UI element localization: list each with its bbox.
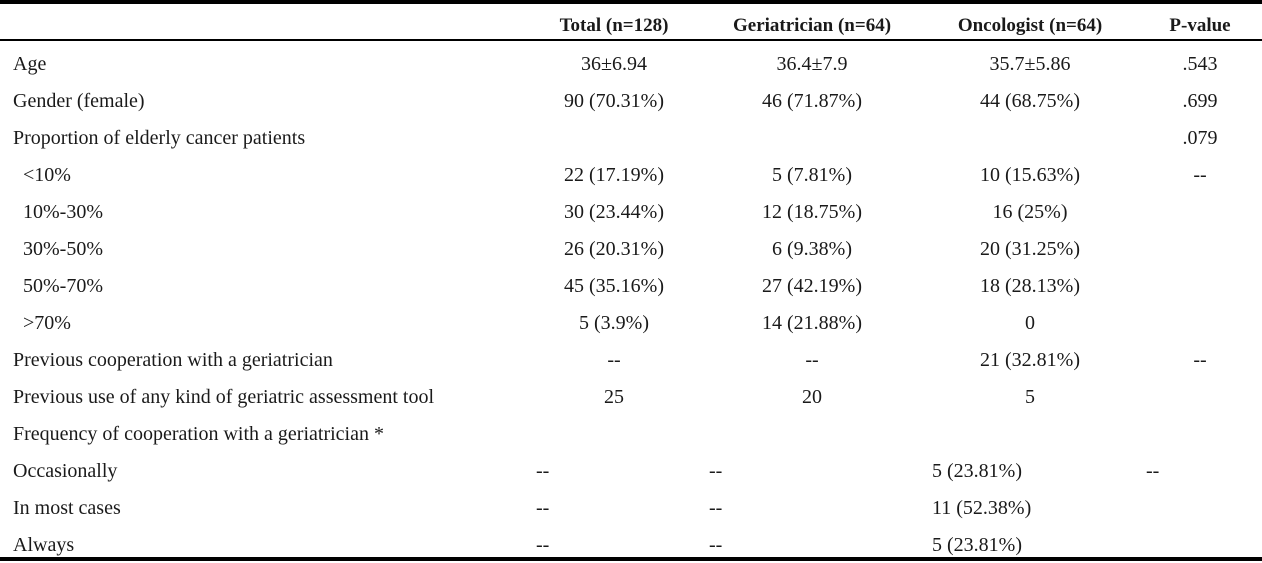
row-label: In most cases <box>13 497 121 519</box>
cell-p: .543 <box>1182 53 1218 75</box>
cell-onco: 20 (31.25%) <box>980 238 1080 260</box>
cell-p: .079 <box>1182 127 1218 149</box>
cell-total: -- <box>536 534 550 556</box>
cell-geri: 5 (7.81%) <box>772 164 852 186</box>
cell-total: 22 (17.19%) <box>564 164 664 186</box>
cell-geri: 46 (71.87%) <box>762 90 862 112</box>
row-label: Always <box>13 534 75 556</box>
cell-onco: 0 <box>1025 312 1035 334</box>
row-label: Gender (female) <box>13 90 145 112</box>
table-top-rule <box>0 0 1262 4</box>
row-label: Age <box>13 53 47 75</box>
cell-onco: 18 (28.13%) <box>980 275 1080 297</box>
cell-total: 5 (3.9%) <box>579 312 649 334</box>
header-rule <box>0 39 1262 41</box>
header-total: Total (n=128) <box>559 15 669 36</box>
cell-geri: 12 (18.75%) <box>762 201 862 223</box>
row-label: Previous use of any kind of geriatric as… <box>13 386 435 408</box>
cell-geri: -- <box>709 534 723 556</box>
cell-onco: 5 <box>1025 386 1035 408</box>
cell-total: -- <box>607 349 621 371</box>
row-label: 30%-50% <box>23 238 103 260</box>
cell-total: 30 (23.44%) <box>564 201 664 223</box>
cell-total: 26 (20.31%) <box>564 238 664 260</box>
cell-total: -- <box>536 460 550 482</box>
cell-geri: 20 <box>802 386 822 408</box>
header-geriatrician: Geriatrician (n=64) <box>732 15 892 36</box>
row-label: Occasionally <box>13 460 118 482</box>
cell-geri: -- <box>805 349 819 371</box>
cell-onco: 5 (23.81%) <box>932 460 1022 482</box>
cell-geri: 36.4±7.9 <box>776 53 848 75</box>
cell-p: .699 <box>1182 90 1218 112</box>
cell-onco: 35.7±5.86 <box>989 53 1071 75</box>
header-pvalue: P-value <box>1169 15 1231 36</box>
row-label: Proportion of elderly cancer patients <box>13 127 306 149</box>
cell-geri: 6 (9.38%) <box>772 238 852 260</box>
cell-p: -- <box>1193 164 1207 186</box>
cell-p: -- <box>1146 460 1160 482</box>
row-label: 50%-70% <box>23 275 103 297</box>
cell-total: -- <box>536 497 550 519</box>
row-label: Previous cooperation with a geriatrician <box>13 349 333 371</box>
cell-total: 90 (70.31%) <box>564 90 664 112</box>
cell-p: -- <box>1193 349 1207 371</box>
cell-geri: -- <box>709 460 723 482</box>
row-label: Frequency of cooperation with a geriatri… <box>13 423 384 445</box>
cell-onco: 5 (23.81%) <box>932 534 1022 556</box>
cell-geri: -- <box>709 497 723 519</box>
row-label: 10%-30% <box>23 201 103 223</box>
table-bottom-rule <box>0 557 1262 561</box>
cell-onco: 10 (15.63%) <box>980 164 1080 186</box>
cell-onco: 11 (52.38%) <box>932 497 1032 519</box>
cell-onco: 21 (32.81%) <box>980 349 1080 371</box>
cell-geri: 14 (21.88%) <box>762 312 862 334</box>
cell-total: 45 (35.16%) <box>564 275 664 297</box>
row-label: <10% <box>23 164 71 186</box>
row-label: >70% <box>23 312 71 334</box>
cell-geri: 27 (42.19%) <box>762 275 862 297</box>
cell-onco: 44 (68.75%) <box>980 90 1080 112</box>
cell-total: 36±6.94 <box>581 53 647 75</box>
header-oncologist: Oncologist (n=64) <box>957 15 1103 36</box>
cell-onco: 16 (25%) <box>992 201 1068 223</box>
cell-total: 25 <box>604 386 624 408</box>
